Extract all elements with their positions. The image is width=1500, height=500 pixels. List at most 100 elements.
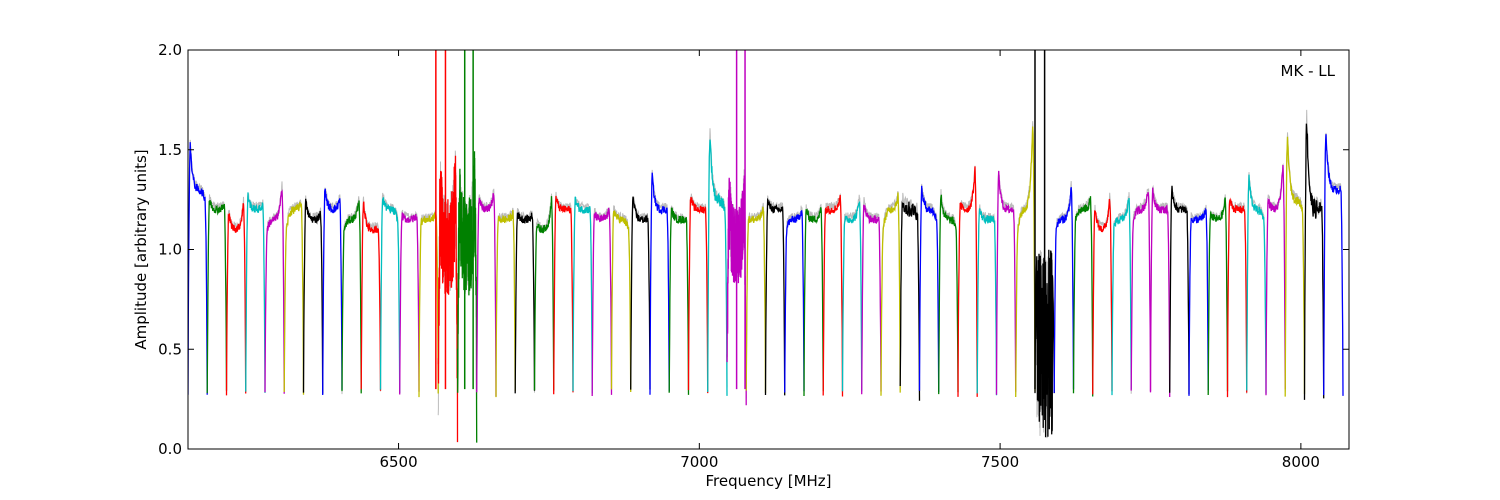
background-trace-51 [1169, 185, 1190, 393]
channel-trace-18 [533, 196, 555, 391]
background-trace-57 [1284, 132, 1305, 391]
channel-trace-31 [784, 210, 805, 393]
background-trace-17 [514, 208, 535, 391]
channel-trace-51 [1169, 185, 1190, 395]
background-trace-35 [861, 197, 882, 393]
background-trace-24 [649, 169, 670, 391]
background-trace-47 [1092, 192, 1113, 394]
channel-trace-9 [360, 201, 382, 391]
background-trace-30 [765, 195, 786, 390]
background-trace-21 [591, 207, 612, 393]
background-trace-52 [1188, 204, 1209, 390]
background-trace-48 [1111, 192, 1132, 394]
background-trace-26 [688, 193, 709, 393]
channel-trace-16 [495, 209, 516, 398]
y-tick-label: 1.0 [158, 241, 182, 259]
channel-trace-25 [668, 207, 690, 395]
channel-trace-26 [687, 196, 709, 394]
channel-trace-41 [976, 208, 998, 396]
channel-trace-54 [1226, 197, 1248, 398]
channel-trace-27 [707, 139, 728, 396]
x-tick-label: 8000 [1282, 453, 1320, 471]
channel-trace-13 [437, 155, 459, 443]
channel-trace-1 [206, 199, 228, 394]
background-trace-0 [188, 139, 208, 393]
x-tick-label: 6500 [379, 453, 417, 471]
y-tick-label: 2.0 [158, 41, 182, 59]
background-trace-42 [996, 170, 1017, 394]
background-trace-27 [707, 128, 728, 393]
channel-trace-53 [1207, 197, 1229, 396]
channel-trace-57 [1284, 136, 1306, 397]
channel-trace-19 [553, 195, 574, 395]
channel-trace-5 [283, 201, 305, 395]
background-trace-37 [899, 192, 920, 390]
channel-trace-39 [938, 194, 959, 395]
channel-trace-24 [649, 172, 670, 395]
channel-trace-52 [1188, 207, 1209, 396]
background-trace-7 [322, 187, 343, 393]
background-trace-3 [245, 193, 266, 388]
background-trace-11 [399, 209, 420, 394]
background-trace-5 [283, 199, 304, 393]
background-trace-56 [1265, 163, 1286, 393]
channel-trace-3 [245, 192, 266, 393]
background-trace-33 [822, 192, 843, 392]
background-trace-19 [553, 191, 574, 392]
channel-trace-37 [899, 201, 921, 401]
channel-trace-34 [841, 201, 863, 392]
channel-trace-23 [630, 196, 651, 390]
channel-trace-0 [188, 142, 208, 395]
channel-trace-32 [803, 207, 824, 397]
channel-trace-59 [1323, 134, 1344, 396]
channel-trace-15 [476, 193, 497, 397]
background-trace-53 [1207, 194, 1228, 394]
channel-trace-58 [1303, 123, 1325, 400]
background-trace-29 [745, 202, 766, 388]
background-trace-55 [1246, 172, 1267, 390]
channel-trace-8 [341, 200, 362, 394]
background-trace-4 [264, 181, 285, 390]
background-trace-59 [1323, 132, 1344, 389]
channel-trace-46 [1072, 196, 1094, 397]
background-trace-6 [303, 195, 324, 394]
background-trace-2 [226, 196, 247, 392]
background-trace-15 [476, 188, 497, 391]
background-trace-23 [630, 196, 651, 395]
channel-trace-45 [1053, 187, 1075, 393]
background-trace-50 [1150, 184, 1171, 392]
series-layer [188, 50, 1344, 443]
x-axis-title: Frequency [MHz] [705, 472, 831, 490]
background-trace-41 [976, 204, 997, 391]
channel-trace-4 [264, 189, 285, 394]
channel-trace-56 [1265, 164, 1286, 396]
channel-trace-35 [861, 204, 882, 395]
channel-trace-7 [322, 188, 343, 396]
baseline-annotation: MK - LL [1281, 62, 1336, 80]
channel-trace-42 [995, 170, 1017, 395]
channel-trace-12 [418, 212, 439, 398]
background-trace-31 [784, 205, 805, 389]
background-trace-10 [380, 192, 401, 394]
channel-trace-20 [572, 196, 593, 394]
y-tick-label: 0.5 [158, 340, 182, 358]
background-trace-9 [360, 196, 381, 392]
channel-trace-11 [399, 212, 420, 395]
channel-trace-36 [880, 192, 901, 396]
channel-trace-55 [1246, 174, 1267, 394]
background-trace-22 [611, 205, 632, 392]
background-trace-16 [495, 207, 516, 394]
background-trace-20 [572, 198, 593, 391]
channel-trace-30 [764, 197, 786, 396]
background-trace-45 [1053, 181, 1074, 394]
y-axis-title: Amplitude [arbitrary units] [132, 149, 150, 349]
channel-trace-40 [957, 166, 978, 397]
channel-trace-2 [225, 203, 247, 396]
background-trace-40 [957, 165, 978, 390]
channel-trace-21 [591, 207, 613, 397]
y-tick-label: 0.0 [158, 440, 182, 458]
background-trace-18 [534, 193, 555, 393]
channel-trace-6 [302, 198, 324, 394]
channel-trace-33 [822, 194, 844, 397]
